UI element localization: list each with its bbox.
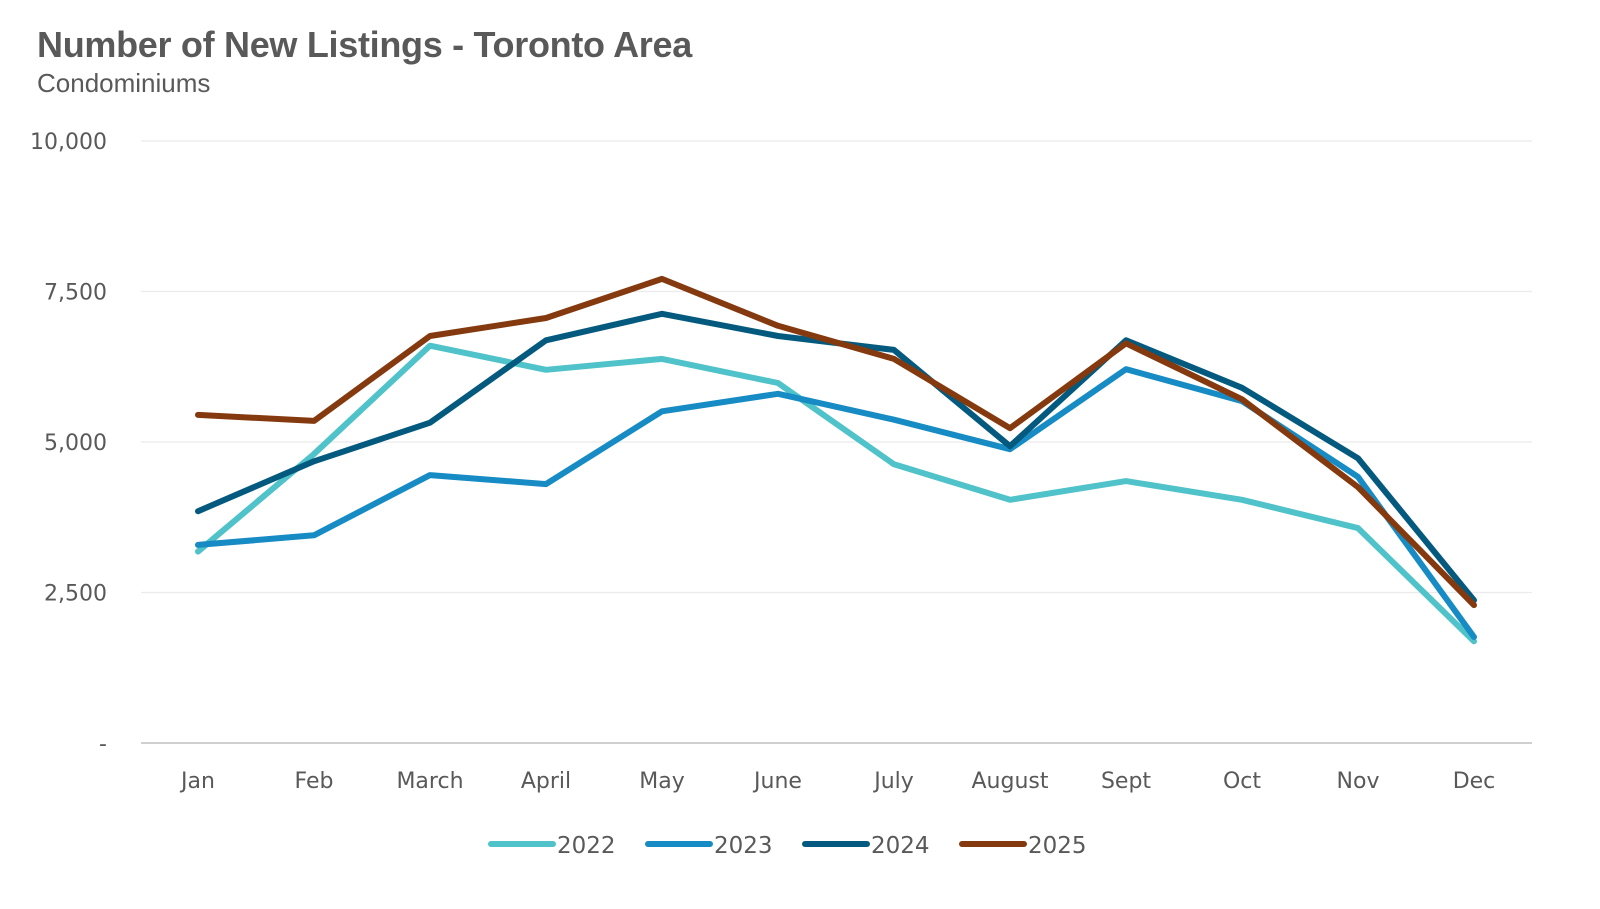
x-tick-label: April bbox=[521, 769, 571, 794]
legend-label: 2024 bbox=[871, 833, 930, 859]
legend-label: 2025 bbox=[1028, 833, 1087, 859]
x-tick-label: Sept bbox=[1101, 769, 1151, 794]
series-lines bbox=[195, 275, 1477, 645]
y-tick-label: 2,500 bbox=[44, 582, 107, 607]
legend-label: 2022 bbox=[557, 833, 616, 859]
x-tick-label: Nov bbox=[1337, 769, 1380, 794]
y-tick-label: 10,000 bbox=[30, 130, 107, 155]
chart-title: Number of New Listings - Toronto Area bbox=[37, 24, 692, 65]
y-tick-label: 7,500 bbox=[44, 281, 107, 306]
x-tick-label: Feb bbox=[295, 769, 334, 794]
legend: 2022 2023 2024 2025 bbox=[488, 833, 1087, 859]
chart-subtitle: Condominiums bbox=[37, 68, 211, 98]
x-tick-label: July bbox=[872, 769, 914, 794]
y-tick-label: - bbox=[99, 732, 107, 757]
x-tick-label: Dec bbox=[1453, 769, 1496, 794]
x-axis-ticks: Jan Feb March April May June July August Sept Oct… bbox=[179, 769, 1495, 794]
x-tick-label: May bbox=[639, 769, 684, 794]
series-line-2025 bbox=[195, 275, 1477, 609]
x-tick-label: Jan bbox=[179, 769, 215, 794]
legend-label: 2023 bbox=[714, 833, 773, 859]
series-line-2024 bbox=[195, 310, 1477, 604]
x-tick-label: June bbox=[752, 769, 802, 794]
x-tick-label: Oct bbox=[1223, 769, 1261, 794]
y-tick-label: 5,000 bbox=[44, 431, 107, 456]
x-tick-label: August bbox=[972, 769, 1049, 794]
gridlines bbox=[141, 140, 1532, 744]
y-axis-ticks: - 2,500 5,000 7,500 10,000 bbox=[30, 130, 107, 757]
series-line-2022 bbox=[195, 342, 1477, 645]
x-tick-label: March bbox=[396, 769, 463, 794]
